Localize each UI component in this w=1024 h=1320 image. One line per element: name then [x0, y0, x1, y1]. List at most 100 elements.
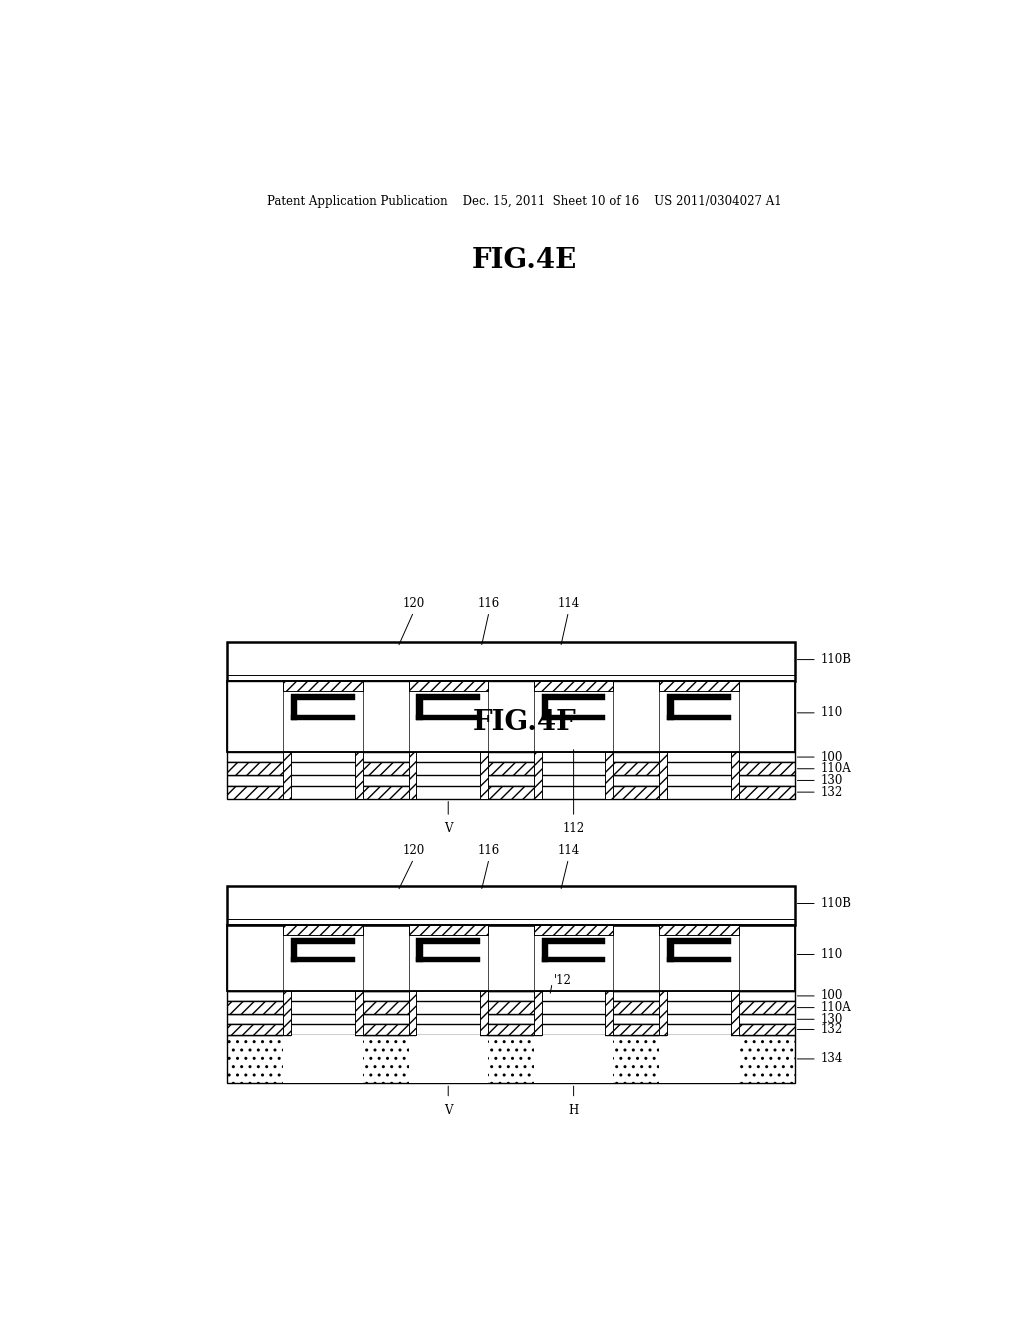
Bar	[227, 886, 795, 925]
Text: 100: 100	[821, 751, 843, 763]
Bar	[480, 752, 487, 799]
Bar	[284, 681, 362, 690]
Text: 132: 132	[821, 785, 843, 799]
Bar	[227, 991, 795, 1001]
Text: 134: 134	[821, 1052, 843, 1065]
Bar	[534, 991, 542, 1035]
Bar	[291, 944, 297, 962]
Bar	[291, 694, 354, 700]
Bar	[227, 925, 795, 991]
Bar	[354, 991, 362, 1035]
Bar	[480, 991, 487, 1035]
Bar	[417, 957, 480, 962]
Text: 116: 116	[478, 843, 500, 857]
Bar	[284, 991, 291, 1035]
Bar	[668, 1035, 731, 1084]
Bar	[668, 700, 674, 721]
Text: 100: 100	[821, 990, 843, 1002]
Bar	[668, 715, 731, 721]
Bar	[227, 775, 795, 785]
Bar	[227, 643, 795, 681]
Bar	[417, 944, 423, 962]
Bar	[227, 1024, 795, 1035]
Bar	[227, 762, 795, 775]
Bar	[659, 752, 738, 799]
Bar	[284, 925, 362, 991]
Bar	[417, 715, 480, 721]
Text: 110B: 110B	[821, 898, 852, 909]
Bar	[534, 752, 542, 799]
Bar	[284, 991, 362, 1084]
Bar	[227, 762, 795, 775]
Bar	[480, 991, 487, 1035]
Bar	[227, 1024, 795, 1035]
Bar	[417, 694, 480, 700]
Bar	[409, 752, 417, 799]
Bar	[605, 991, 613, 1035]
Bar	[534, 681, 613, 690]
Bar	[409, 991, 417, 1035]
Text: 110: 110	[821, 948, 843, 961]
Text: FIG.4F: FIG.4F	[473, 709, 577, 737]
Text: 110B: 110B	[821, 653, 852, 667]
Bar	[659, 681, 738, 752]
Bar	[659, 681, 738, 690]
Text: Patent Application Publication    Dec. 15, 2011  Sheet 10 of 16    US 2011/03040: Patent Application Publication Dec. 15, …	[267, 194, 782, 207]
Bar	[668, 944, 674, 962]
Bar	[409, 925, 487, 935]
Bar	[354, 752, 362, 799]
Bar	[227, 1035, 795, 1084]
Text: 132: 132	[821, 1023, 843, 1036]
Bar	[284, 752, 291, 799]
Bar	[659, 991, 668, 1035]
Text: 114: 114	[557, 597, 580, 610]
Bar	[668, 957, 731, 962]
Text: V: V	[444, 822, 453, 836]
Bar	[227, 752, 795, 762]
Bar	[417, 1035, 480, 1084]
Bar	[227, 785, 795, 799]
Bar	[227, 681, 795, 752]
Bar	[534, 925, 613, 935]
Text: '12: '12	[554, 974, 571, 987]
Bar	[542, 957, 605, 962]
Bar	[534, 681, 613, 690]
Bar	[409, 752, 487, 799]
Bar	[605, 752, 613, 799]
Bar	[731, 752, 738, 799]
Bar	[284, 681, 362, 752]
Bar	[605, 991, 613, 1035]
Text: 116: 116	[478, 597, 500, 610]
Bar	[534, 752, 542, 799]
Bar	[659, 752, 668, 799]
Bar	[534, 752, 613, 799]
Bar	[409, 991, 487, 1084]
Bar	[534, 925, 613, 991]
Text: 110A: 110A	[821, 1001, 852, 1014]
Bar	[284, 925, 362, 935]
Text: 114: 114	[557, 843, 580, 857]
Bar	[534, 681, 613, 752]
Text: 130: 130	[821, 774, 843, 787]
Bar	[291, 1035, 354, 1084]
Bar	[659, 752, 668, 799]
Bar	[291, 715, 354, 721]
Bar	[354, 991, 362, 1035]
Text: H: H	[568, 1104, 579, 1117]
Bar	[409, 925, 487, 935]
Bar	[417, 939, 480, 944]
Bar	[227, 1001, 795, 1014]
Bar	[409, 752, 417, 799]
Bar	[409, 925, 487, 991]
Bar	[659, 925, 738, 935]
Bar	[659, 925, 738, 935]
Bar	[659, 991, 668, 1035]
Bar	[227, 1001, 795, 1014]
Bar	[284, 681, 362, 690]
Bar	[659, 681, 738, 690]
Bar	[409, 991, 417, 1035]
Bar	[291, 700, 297, 721]
Bar	[409, 681, 487, 690]
Bar	[284, 752, 291, 799]
Bar	[291, 957, 354, 962]
